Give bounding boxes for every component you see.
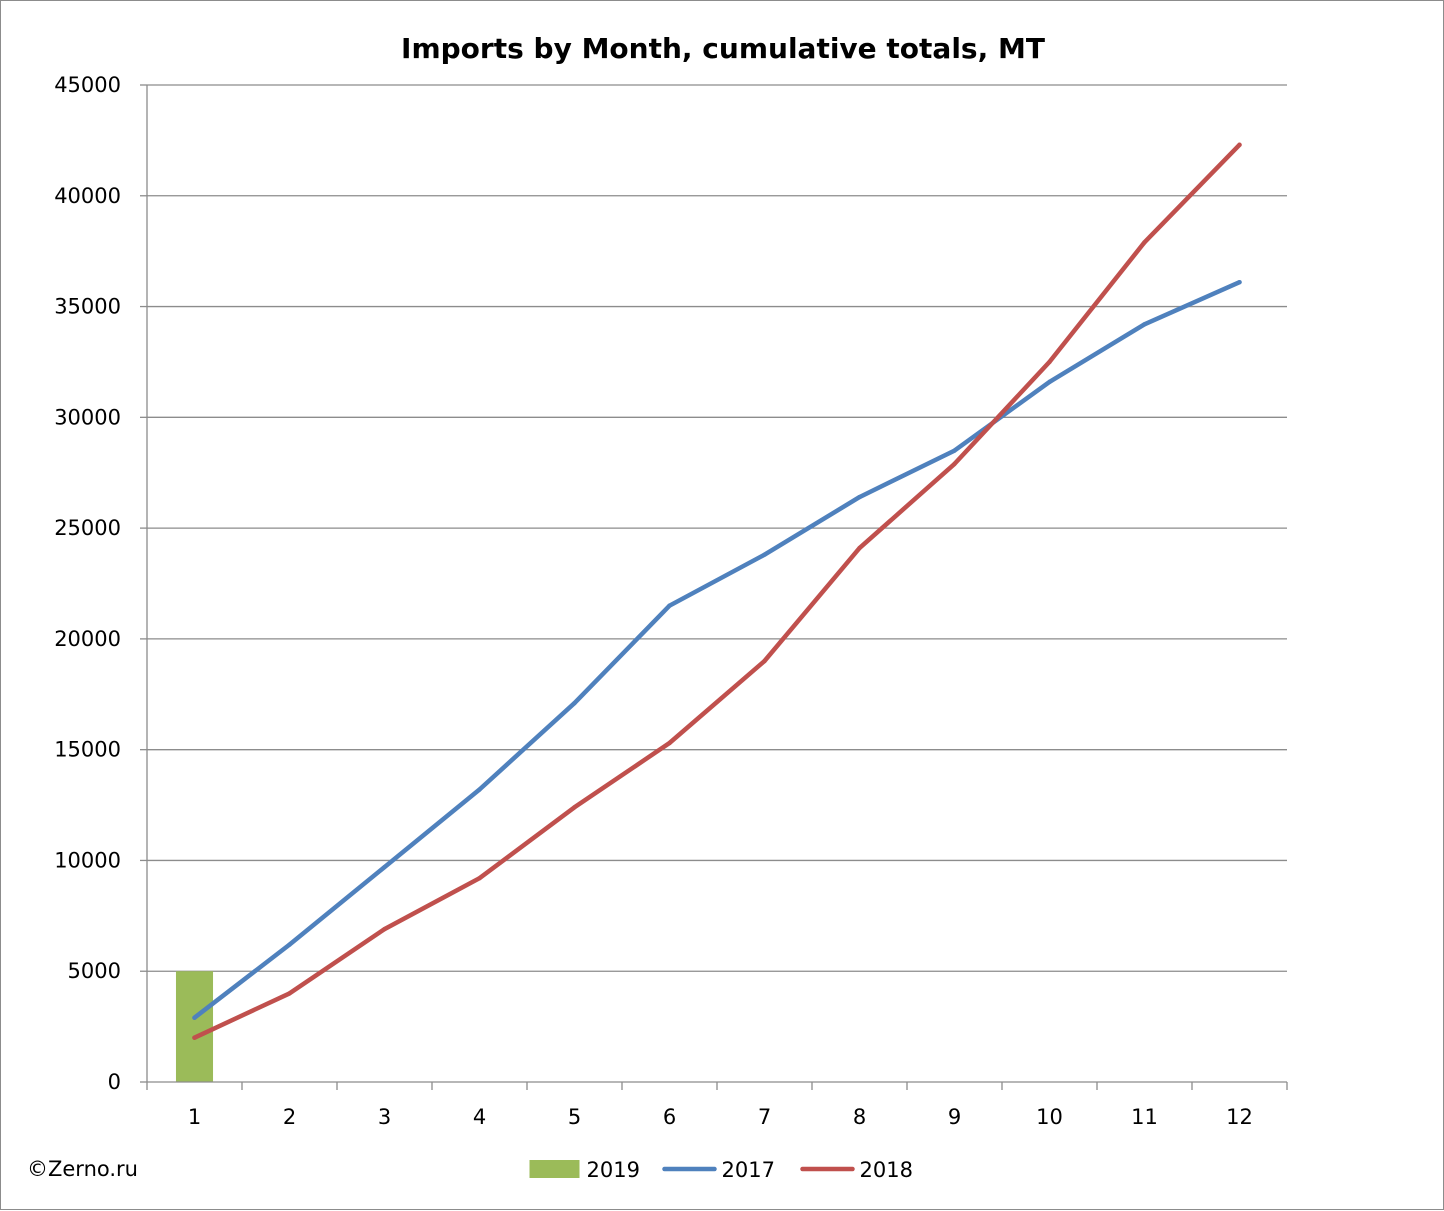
point-2017-9 <box>952 448 957 453</box>
point-2018-7 <box>762 658 767 664</box>
point-2017-10 <box>1047 379 1052 385</box>
legend-item-2019: 2019 <box>529 1158 640 1182</box>
y-tick-label: 25000 <box>54 516 121 540</box>
point-2018-3 <box>382 926 387 932</box>
y-tick-label: 0 <box>108 1070 121 1094</box>
point-2018-12 <box>1237 142 1242 148</box>
legend-label-2019: 2019 <box>587 1158 640 1182</box>
y-tick-label: 40000 <box>54 184 121 208</box>
point-2018-8 <box>857 545 862 551</box>
point-2017-11 <box>1142 322 1147 327</box>
line-series-layer <box>192 142 1242 1040</box>
x-tick-label: 6 <box>663 1105 676 1129</box>
copyright-text: ©Zerno.ru <box>27 1157 138 1181</box>
point-2018-10 <box>1047 359 1052 365</box>
point-2018-6 <box>667 740 672 746</box>
y-tick-label: 15000 <box>54 738 121 762</box>
point-2018-1 <box>192 1035 197 1040</box>
bar-series-layer <box>175 971 214 1082</box>
x-tick-label: 3 <box>378 1105 391 1129</box>
x-tick-label: 7 <box>758 1105 771 1129</box>
point-2018-5 <box>572 805 577 810</box>
x-tick-label: 8 <box>853 1105 866 1129</box>
point-2017-4 <box>477 787 482 792</box>
point-2017-12 <box>1237 279 1242 285</box>
series-line-2018 <box>192 142 1242 1040</box>
point-2017-1 <box>192 1015 197 1020</box>
x-tick-label: 5 <box>568 1105 581 1129</box>
chart-title: Imports by Month, cumulative totals, MT <box>401 32 1045 65</box>
y-tick-label: 20000 <box>54 627 121 651</box>
series-line-2017 <box>192 279 1242 1020</box>
x-tick-label: 12 <box>1226 1105 1253 1129</box>
legend: 2019 2017 2018 <box>529 1158 913 1182</box>
point-2017-7 <box>762 552 767 557</box>
x-tick-label: 10 <box>1036 1105 1063 1129</box>
legend-swatch-2019 <box>529 1160 580 1178</box>
y-tick-label: 30000 <box>54 405 121 429</box>
point-2018-11 <box>1142 240 1147 245</box>
y-tick-label: 5000 <box>68 959 121 983</box>
x-tick-label: 1 <box>188 1105 201 1129</box>
legend-item-2018: 2018 <box>800 1158 913 1182</box>
legend-item-2017: 2017 <box>662 1158 775 1182</box>
gridlines <box>147 84 1287 972</box>
x-tick-label: 11 <box>1131 1105 1158 1129</box>
y-axis-tick-labels: 0 5000 10000 15000 20000 25000 30000 35000 40000… <box>54 73 121 1094</box>
point-2018-4 <box>477 875 482 881</box>
legend-label-2017: 2017 <box>722 1158 775 1182</box>
point-2017-2 <box>287 942 292 947</box>
x-axis-tick-labels: 1 2 3 4 5 6 7 8 9 10 11 12 <box>188 1105 1253 1129</box>
point-2017-3 <box>382 864 387 870</box>
y-tick-label: 45000 <box>54 73 121 97</box>
x-tick-label: 2 <box>283 1105 296 1129</box>
x-tick-label: 9 <box>948 1105 961 1129</box>
x-tick-label: 4 <box>473 1105 486 1129</box>
axes <box>140 84 1288 1090</box>
point-2017-8 <box>857 494 862 500</box>
legend-label-2018: 2018 <box>860 1158 913 1182</box>
y-tick-label: 35000 <box>54 295 121 319</box>
point-2018-9 <box>952 461 957 467</box>
point-2018-2 <box>287 991 292 996</box>
point-2017-6 <box>667 603 672 608</box>
point-2017-5 <box>572 700 577 706</box>
bar-2019-1 <box>175 971 214 1082</box>
y-tick-label: 10000 <box>54 848 121 872</box>
